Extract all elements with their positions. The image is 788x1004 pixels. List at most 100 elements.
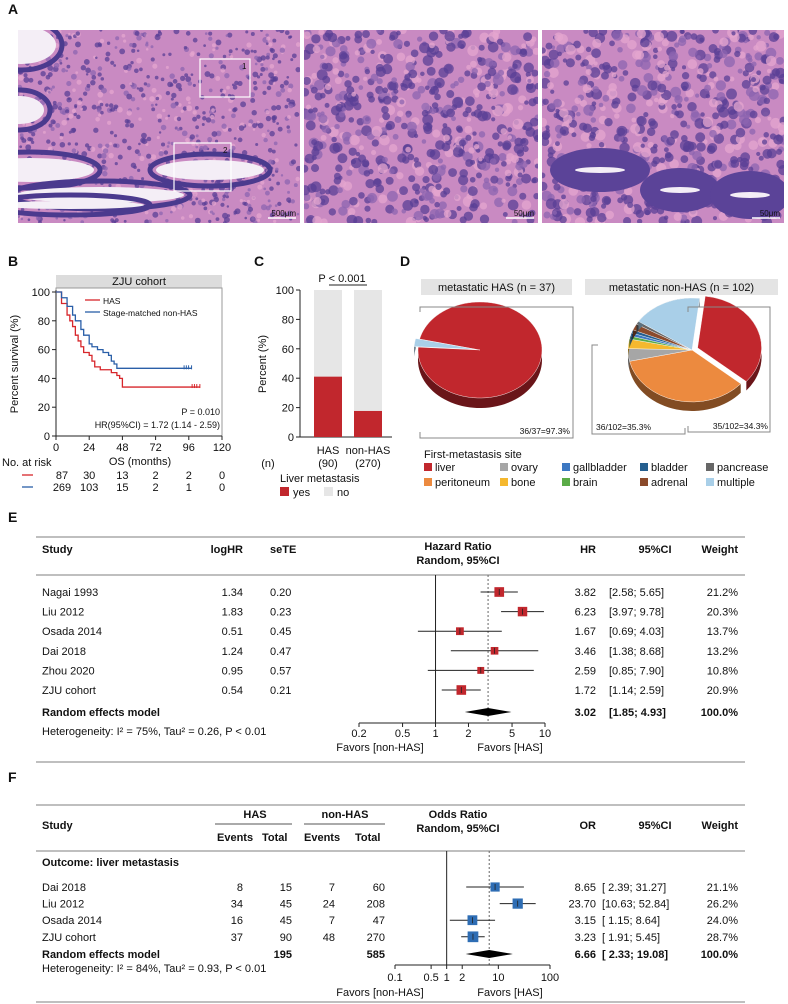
- cell-nucleus: [214, 139, 219, 143]
- x-tick-label: 10: [492, 972, 504, 984]
- cell-nucleus: [518, 95, 527, 104]
- cell-nucleus: [204, 64, 207, 68]
- cell-nucleus: [196, 114, 201, 119]
- cell-nucleus: [100, 77, 105, 81]
- bracket-non-has-liver: [687, 306, 771, 433]
- cell-nucleus: [686, 34, 692, 40]
- cell-nucleus: [252, 128, 256, 131]
- cell-nucleus: [697, 68, 704, 75]
- sete-value: 0.21: [270, 685, 291, 697]
- cell-nucleus: [127, 145, 132, 151]
- cell-nucleus: [157, 118, 162, 123]
- cell-nucleus: [47, 65, 54, 71]
- cell-nucleus: [23, 77, 30, 83]
- count-t1: 45: [280, 915, 292, 927]
- cell-nucleus: [97, 153, 103, 159]
- gland: [18, 30, 65, 73]
- gland: [18, 178, 193, 212]
- cell-nucleus: [290, 58, 294, 62]
- cell-nucleus: [344, 80, 352, 88]
- cell-nucleus: [550, 89, 555, 94]
- cell-nucleus: [365, 217, 372, 223]
- cell-nucleus: [66, 117, 70, 121]
- x-tick-label: 0.2: [351, 728, 366, 740]
- estimate-value: 6.23: [575, 607, 596, 619]
- cell-nucleus: [362, 30, 370, 38]
- cell-nucleus: [280, 87, 286, 93]
- cell-nucleus: [548, 49, 559, 60]
- cell-nucleus: [553, 98, 562, 108]
- pooled-label: Random effects model: [42, 707, 160, 719]
- cell-nucleus: [397, 110, 404, 117]
- legend-label: peritoneum: [435, 477, 490, 489]
- bar-no-has: [314, 290, 342, 377]
- cell-nucleus: [456, 126, 464, 134]
- x-tick-label: 1: [432, 728, 438, 740]
- x-tick-label: 48: [116, 442, 128, 454]
- cell-nucleus: [170, 210, 173, 214]
- cell-nucleus: [457, 76, 465, 83]
- cell-nucleus: [75, 41, 81, 48]
- cell-nucleus: [748, 30, 758, 35]
- cell-nucleus: [388, 81, 399, 91]
- cell-nucleus: [105, 51, 111, 57]
- cell-nucleus: [421, 109, 429, 117]
- cell-nucleus: [296, 212, 300, 216]
- cell-nucleus: [271, 105, 277, 111]
- cell-nucleus: [171, 92, 177, 99]
- cell-nucleus: [366, 91, 374, 99]
- cell-nucleus: [573, 208, 582, 216]
- cell-nucleus: [555, 108, 560, 113]
- cell-nucleus: [145, 48, 149, 51]
- cell-nucleus: [601, 71, 609, 80]
- cell-nucleus: [312, 107, 318, 113]
- loghr-value: 0.95: [222, 665, 243, 677]
- cell-nucleus: [507, 84, 518, 95]
- cell-nucleus: [262, 80, 267, 85]
- cell-nucleus: [358, 192, 365, 199]
- cell-nucleus: [614, 113, 620, 119]
- ci-value: [0.69; 4.03]: [609, 626, 664, 638]
- cell-nucleus: [52, 100, 57, 105]
- y-tick-label: 80: [282, 314, 294, 326]
- cell-nucleus: [27, 218, 31, 222]
- cell-nucleus: [294, 111, 300, 117]
- count-e1: 34: [231, 899, 243, 911]
- cell-nucleus: [517, 172, 523, 178]
- cell-nucleus: [691, 215, 703, 223]
- cell-nucleus: [375, 184, 385, 194]
- cell-nucleus: [652, 156, 661, 165]
- estimate-value: 2.59: [575, 665, 596, 677]
- cell-nucleus: [107, 120, 112, 125]
- cell-nucleus: [121, 33, 126, 38]
- cell-nucleus: [202, 116, 207, 121]
- cell-nucleus: [74, 142, 79, 146]
- cell-nucleus: [403, 69, 409, 75]
- pie-has: metastatic HAS (n = 37): [413, 279, 572, 408]
- cell-nucleus: [86, 83, 91, 88]
- pie-title-strip: [585, 279, 778, 295]
- cell-nucleus: [345, 35, 351, 41]
- cell-nucleus: [492, 187, 497, 192]
- cell-nucleus: [211, 119, 216, 124]
- weight-value: 24.0%: [707, 915, 738, 927]
- cell-nucleus: [659, 157, 666, 164]
- cell-nucleus: [318, 30, 325, 36]
- legend-label: gallbladder: [573, 462, 627, 474]
- ci-value: [0.85; 7.90]: [609, 665, 664, 677]
- cell-nucleus: [244, 191, 250, 198]
- cell-nucleus: [646, 127, 656, 137]
- cell-nucleus: [426, 66, 436, 76]
- cell-nucleus: [396, 172, 404, 180]
- cell-nucleus: [286, 129, 291, 134]
- cell-nucleus: [273, 70, 278, 75]
- cell-nucleus: [215, 130, 222, 137]
- cell-nucleus: [663, 147, 669, 153]
- cell-nucleus: [156, 136, 160, 140]
- cell-nucleus: [542, 55, 550, 66]
- cell-nucleus: [481, 158, 486, 163]
- cell-nucleus: [385, 120, 396, 131]
- cell-nucleus: [103, 166, 108, 171]
- cell-nucleus: [491, 117, 496, 122]
- cell-nucleus: [155, 33, 160, 37]
